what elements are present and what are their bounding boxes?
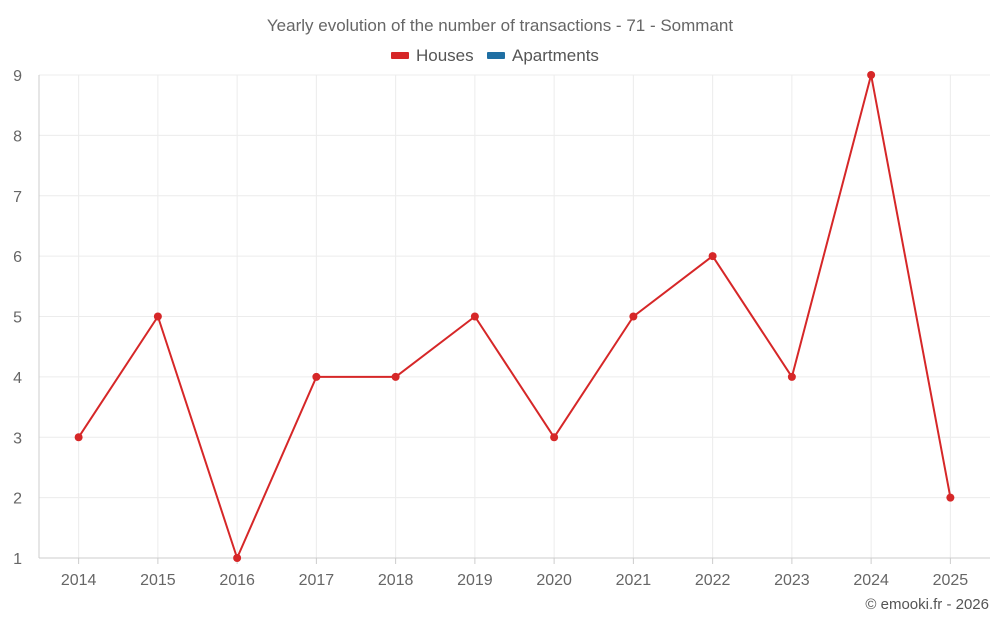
y-tick-label: 2 <box>13 491 22 508</box>
x-tick-label: 2018 <box>378 572 414 589</box>
y-tick-label: 5 <box>13 310 22 327</box>
legend-swatch-houses <box>391 52 409 59</box>
x-tick-label: 2014 <box>61 572 97 589</box>
data-point-houses-2023[interactable] <box>787 372 796 381</box>
x-tick-label: 2024 <box>853 572 889 589</box>
y-tick-label: 7 <box>13 189 22 206</box>
y-tick-label: 6 <box>13 249 22 266</box>
data-point-houses-2015[interactable] <box>153 312 162 321</box>
legend-swatch-apartments <box>487 52 505 59</box>
grid <box>39 74 990 558</box>
x-tick-label: 2017 <box>299 572 335 589</box>
x-tick-label: 2025 <box>933 572 969 589</box>
legend-label-houses[interactable]: Houses <box>416 46 474 65</box>
credit-text: © emooki.fr - 2026 <box>865 596 989 613</box>
y-tick-label: 1 <box>13 551 22 568</box>
data-point-houses-2018[interactable] <box>391 372 400 381</box>
legend: Houses Apartments <box>391 46 599 65</box>
series <box>74 71 955 562</box>
x-tick-label: 2019 <box>457 572 493 589</box>
x-tick-label: 2021 <box>616 572 652 589</box>
x-axis-ticks: 2014 2015 2016 2017 2018 2019 2020 2021 2022 2023… <box>61 572 968 589</box>
x-tick-label: 2023 <box>774 572 810 589</box>
y-tick-label: 4 <box>13 370 22 387</box>
legend-label-apartments[interactable]: Apartments <box>512 46 599 65</box>
x-tick-label: 2015 <box>140 572 176 589</box>
data-point-houses-2024[interactable] <box>867 71 876 79</box>
data-point-houses-2019[interactable] <box>470 312 479 321</box>
axes <box>38 75 990 564</box>
data-point-houses-2025[interactable] <box>946 493 955 502</box>
x-tick-label: 2016 <box>219 572 255 589</box>
data-point-houses-2014[interactable] <box>74 433 83 442</box>
data-point-houses-2021[interactable] <box>629 312 638 321</box>
x-tick-label: 2022 <box>695 572 731 589</box>
x-tick-label: 2020 <box>536 572 572 589</box>
y-axis-ticks: 1 2 3 4 5 6 7 8 9 <box>13 68 22 568</box>
y-tick-label: 3 <box>13 430 22 447</box>
data-point-houses-2022[interactable] <box>708 252 717 261</box>
data-point-houses-2017[interactable] <box>312 372 321 381</box>
y-tick-label: 8 <box>13 128 22 145</box>
chart-title: Yearly evolution of the number of transa… <box>267 16 733 35</box>
series-line-houses <box>77 74 952 559</box>
data-point-houses-2016[interactable] <box>233 554 242 562</box>
data-point-houses-2020[interactable] <box>550 433 559 442</box>
y-tick-label: 9 <box>13 68 22 85</box>
